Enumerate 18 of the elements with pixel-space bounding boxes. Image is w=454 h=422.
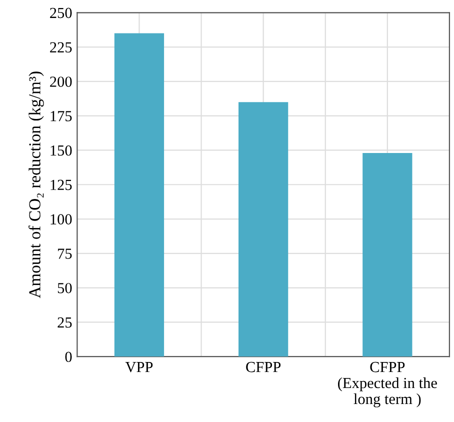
y-tick-label: 125 <box>50 180 72 190</box>
y-tick-label: 175 <box>50 111 72 122</box>
bar <box>362 152 412 357</box>
bar <box>114 33 164 357</box>
bar <box>238 102 288 357</box>
x-tick-label: VPP <box>125 362 153 372</box>
y-tick-label: 150 <box>50 145 72 156</box>
y-tick-label: 225 <box>50 42 72 53</box>
y-tick-label: 25 <box>58 317 72 328</box>
y-tick-label: 75 <box>58 248 72 259</box>
y-tick-label: 50 <box>58 282 72 294</box>
y-tick-label: 200 <box>50 76 72 87</box>
x-tick-label: CFPP (Expected in the long term ) <box>338 362 437 408</box>
y-tick-label: 250 <box>50 8 72 18</box>
y-axis-title: Amount of CO₂ reduction (kg/m³) <box>28 72 44 298</box>
y-tick-label: 0 <box>65 352 72 362</box>
x-tick-label: CFPP <box>246 362 281 372</box>
y-tick-label: 100 <box>50 214 72 224</box>
